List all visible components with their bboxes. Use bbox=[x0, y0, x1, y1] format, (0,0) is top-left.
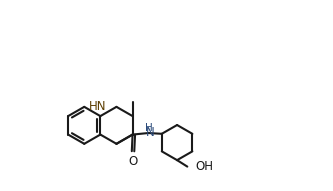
Text: H: H bbox=[145, 123, 153, 133]
Text: N: N bbox=[146, 126, 154, 139]
Text: O: O bbox=[128, 155, 137, 168]
Text: HN: HN bbox=[89, 100, 106, 113]
Text: OH: OH bbox=[195, 160, 213, 173]
